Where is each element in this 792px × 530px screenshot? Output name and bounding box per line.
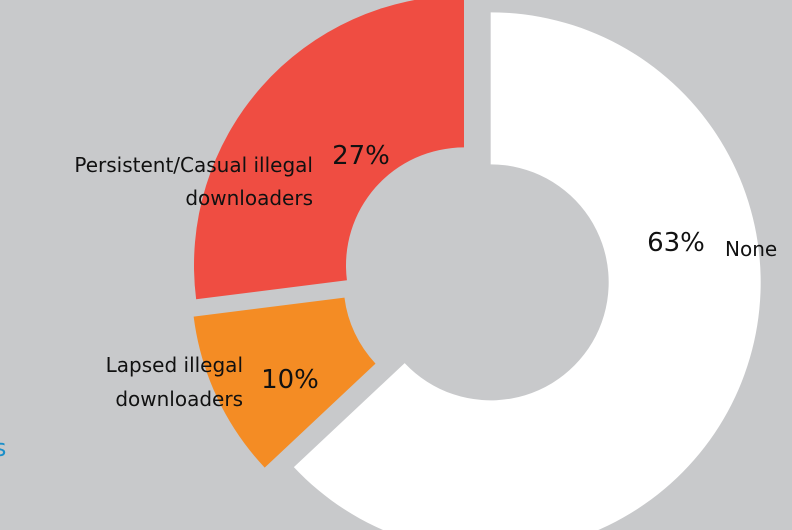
donut-slice-persistent-casual-illegal-downloaders: [194, 0, 464, 300]
slice-label-none: None: [725, 237, 777, 261]
slice-pct-label-none: 63%: [647, 228, 705, 258]
slice-label-lapsed-line-2: downloaders: [115, 387, 243, 411]
slice-pct-label-persistent: 27%: [332, 141, 390, 171]
slice-label-persistent-line-2: downloaders: [185, 186, 313, 210]
donut-slice-lapsed-illegal-downloaders: [193, 297, 376, 468]
donut-slice-none: [293, 12, 761, 530]
slice-label-lapsed-line-1: Lapsed illegal: [106, 353, 243, 377]
chart-slices: [193, 0, 761, 530]
slice-pct-label-lapsed: 10%: [261, 365, 319, 395]
partial-heading-text: rs: [0, 434, 7, 462]
slice-label-persistent-line-1: Persistent/Casual illegal: [74, 153, 313, 177]
